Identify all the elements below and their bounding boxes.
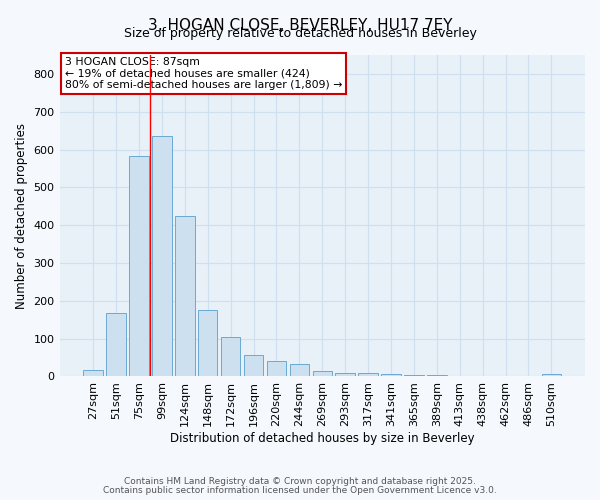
Bar [358, 372, 378, 376]
Text: Size of property relative to detached houses in Beverley: Size of property relative to detached ho… [124, 28, 476, 40]
Y-axis label: Number of detached properties: Number of detached properties [15, 122, 28, 308]
Text: 3 HOGAN CLOSE: 87sqm
← 19% of detached houses are smaller (424)
80% of semi-deta: 3 HOGAN CLOSE: 87sqm ← 19% of detached h… [65, 56, 342, 90]
Text: Contains HM Land Registry data © Crown copyright and database right 2025.: Contains HM Land Registry data © Crown c… [124, 477, 476, 486]
Bar [152, 136, 172, 376]
Bar [381, 374, 401, 376]
Bar [83, 370, 103, 376]
Bar [221, 336, 241, 376]
Bar [313, 371, 332, 376]
Bar [198, 310, 217, 376]
Bar [267, 360, 286, 376]
Bar [175, 216, 194, 376]
Bar [129, 156, 149, 376]
Bar [244, 355, 263, 376]
Bar [542, 374, 561, 376]
Text: 3, HOGAN CLOSE, BEVERLEY, HU17 7EY: 3, HOGAN CLOSE, BEVERLEY, HU17 7EY [148, 18, 452, 32]
Text: Contains public sector information licensed under the Open Government Licence v3: Contains public sector information licen… [103, 486, 497, 495]
Bar [404, 374, 424, 376]
Bar [335, 372, 355, 376]
X-axis label: Distribution of detached houses by size in Beverley: Distribution of detached houses by size … [170, 432, 475, 445]
Bar [290, 364, 309, 376]
Bar [106, 313, 126, 376]
